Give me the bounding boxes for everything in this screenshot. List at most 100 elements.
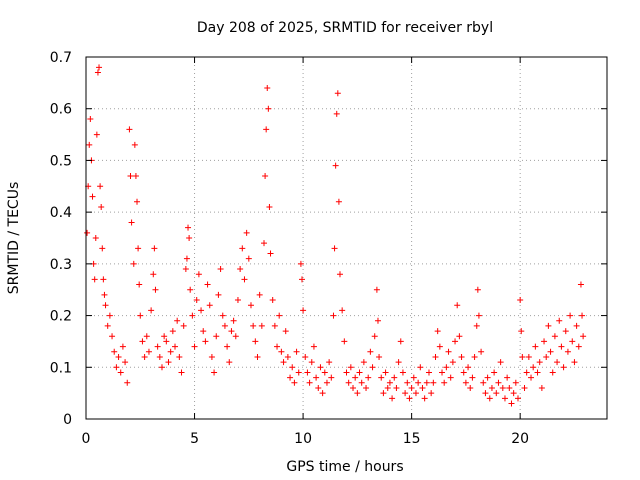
data-point <box>386 379 393 386</box>
data-point <box>264 85 271 92</box>
data-point <box>538 384 545 391</box>
data-point <box>469 374 476 381</box>
data-point <box>132 172 139 179</box>
data-point <box>530 364 537 371</box>
data-point <box>308 359 315 366</box>
data-point <box>571 359 578 366</box>
data-point <box>276 312 283 319</box>
data-point <box>447 374 454 381</box>
data-point <box>131 141 138 148</box>
data-point <box>178 369 185 376</box>
data-point <box>126 126 133 133</box>
data-point <box>287 374 294 381</box>
y-tick-label: 0.5 <box>50 153 72 169</box>
data-point <box>302 353 309 360</box>
data-point <box>230 317 237 324</box>
data-point <box>510 390 517 397</box>
data-point <box>474 286 481 293</box>
data-point <box>195 271 202 278</box>
x-tick-label: 20 <box>511 431 529 447</box>
data-point <box>115 353 122 360</box>
data-point <box>480 379 487 386</box>
data-point <box>87 116 94 123</box>
data-point <box>241 276 248 283</box>
data-point <box>182 266 189 273</box>
data-point <box>491 369 498 376</box>
data-point <box>554 359 561 366</box>
data-point <box>92 235 99 241</box>
y-tick-label: 0.3 <box>50 257 72 273</box>
data-point <box>356 369 363 376</box>
data-point <box>391 374 398 381</box>
data-point <box>335 198 342 205</box>
data-point <box>560 364 567 371</box>
data-point <box>151 245 158 252</box>
data-point <box>484 374 491 381</box>
data-point <box>441 379 448 386</box>
data-point <box>165 359 172 366</box>
data-point <box>271 322 278 329</box>
data-point <box>558 343 565 350</box>
data-point <box>84 229 91 236</box>
data-point <box>497 359 504 366</box>
data-point <box>326 359 333 366</box>
data-point <box>343 369 350 376</box>
data-point <box>419 384 426 391</box>
data-point <box>452 338 459 345</box>
data-point <box>104 322 111 329</box>
data-point <box>486 395 493 402</box>
data-point <box>161 333 168 340</box>
data-point <box>421 395 428 402</box>
data-point <box>445 348 452 355</box>
data-point <box>562 328 569 335</box>
data-point <box>323 379 330 386</box>
data-point <box>367 348 374 355</box>
data-point <box>363 384 370 391</box>
data-point <box>512 379 519 386</box>
data-point <box>402 390 409 397</box>
data-point <box>475 312 482 319</box>
data-point <box>154 343 161 350</box>
data-point <box>406 395 413 402</box>
data-point <box>91 276 98 283</box>
data-point <box>198 307 205 314</box>
data-point <box>506 384 513 391</box>
data-point <box>130 260 137 267</box>
data-point <box>262 172 269 179</box>
x-tick-label: 10 <box>294 431 312 447</box>
data-point <box>211 369 218 376</box>
axis-ticks <box>85 56 607 420</box>
data-point <box>150 271 157 278</box>
data-point <box>462 379 469 386</box>
data-point <box>371 333 378 340</box>
data-point <box>293 348 300 355</box>
data-point <box>167 348 174 355</box>
data-point <box>354 390 361 397</box>
data-point <box>417 364 424 371</box>
data-point <box>124 379 131 386</box>
data-point <box>174 317 181 324</box>
data-point <box>250 322 257 329</box>
data-point <box>219 312 226 319</box>
chart-title: Day 208 of 2025, SRMTID for receiver rby… <box>197 20 493 36</box>
data-point <box>341 338 348 345</box>
data-point <box>545 322 552 329</box>
data-point <box>274 343 281 350</box>
y-tick-labels: 0 0.1 0.2 0.3 0.4 0.5 0.6 0.7 <box>50 50 72 428</box>
data-point <box>408 384 415 391</box>
data-point <box>564 348 571 355</box>
data-point <box>350 384 357 391</box>
data-point <box>478 348 485 355</box>
data-point <box>567 312 574 319</box>
data-point <box>183 255 190 262</box>
data-point <box>358 379 365 386</box>
data-point <box>493 390 500 397</box>
data-point <box>180 322 187 329</box>
data-point <box>460 369 467 376</box>
data-point <box>215 291 222 298</box>
data-point <box>96 64 103 71</box>
data-point <box>117 369 124 376</box>
data-point <box>176 353 183 360</box>
x-tick-label: 15 <box>403 431 421 447</box>
